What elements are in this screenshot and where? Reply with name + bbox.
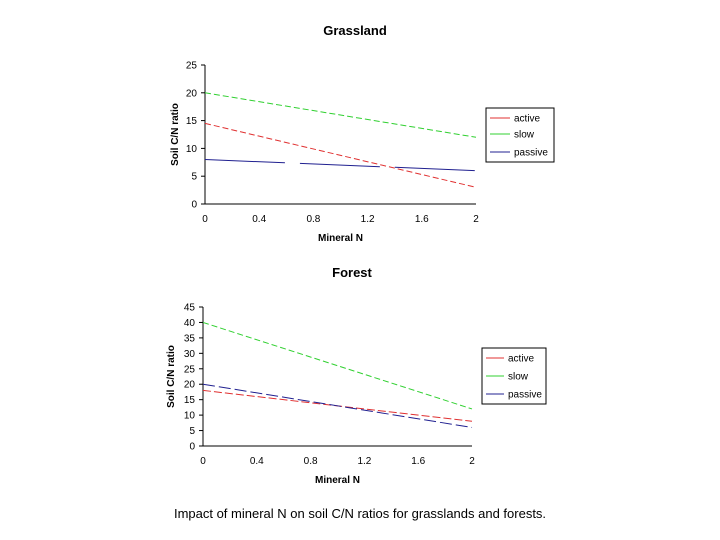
series-line-passive [202, 383, 473, 428]
y-tick-label: 15 [186, 116, 198, 127]
x-tick-label: 2 [469, 456, 475, 467]
legend-box [485, 107, 555, 163]
y-tick-label: 20 [184, 380, 196, 391]
x-tick-label: 1.2 [361, 214, 375, 225]
x-tick-label: 0.8 [306, 214, 320, 225]
grassland-chart: Grassland 0 5 10 15 20 25 0 0.4 0.8 1.2 1.6 2 Soil C/… [170, 23, 555, 244]
x-axis-title: Mineral N [315, 475, 360, 486]
y-tick-label: 0 [191, 200, 197, 211]
y-tick-label: 25 [184, 364, 196, 375]
legend-label-active: active [508, 354, 535, 365]
series-line-slow [202, 321, 473, 410]
legend-label-slow: slow [508, 372, 529, 383]
series-line-slow [204, 92, 477, 138]
y-tick-label: 0 [189, 442, 195, 453]
x-tick-label: 1.6 [411, 456, 425, 467]
x-tick-label: 1.6 [415, 214, 429, 225]
forest-chart: Forest 0 5 10 15 20 25 30 35 40 45 0 0.4 0.8 1.2 1.6 2 So… [166, 265, 547, 486]
legend-label-active: active [514, 114, 541, 125]
y-tick-label: 20 [186, 88, 198, 99]
legend-label-slow: slow [514, 130, 535, 141]
y-axis-title: Soil C/N ratio [166, 345, 177, 408]
series-line-active [204, 122, 477, 188]
x-tick-label: 0 [202, 214, 208, 225]
y-tick-label: 40 [184, 318, 196, 329]
y-tick-label: 45 [184, 303, 196, 314]
y-tick-label: 25 [186, 61, 198, 72]
x-tick-label: 2 [473, 214, 479, 225]
x-tick-label: 0.4 [252, 214, 266, 225]
y-tick-label: 35 [184, 333, 196, 344]
x-tick-label: 1.2 [357, 456, 371, 467]
chart-title: Forest [332, 265, 372, 280]
x-axis-title: Mineral N [318, 233, 363, 244]
y-tick-label: 5 [189, 426, 195, 437]
y-tick-label: 30 [184, 349, 196, 360]
x-tick-label: 0.4 [250, 456, 264, 467]
legend-label-passive: passive [508, 390, 542, 401]
y-tick-label: 15 [184, 395, 196, 406]
x-tick-label: 0 [200, 456, 206, 467]
y-tick-label: 10 [186, 144, 198, 155]
y-axis-title: Soil C/N ratio [170, 103, 181, 166]
series-line-passive [204, 159, 477, 172]
y-tick-label: 5 [191, 172, 197, 183]
legend-label-passive: passive [514, 148, 548, 159]
y-tick-label: 10 [184, 411, 196, 422]
x-tick-label: 0.8 [304, 456, 318, 467]
chart-title: Grassland [323, 23, 387, 38]
figure-caption: Impact of mineral N on soil C/N ratios f… [173, 506, 547, 521]
